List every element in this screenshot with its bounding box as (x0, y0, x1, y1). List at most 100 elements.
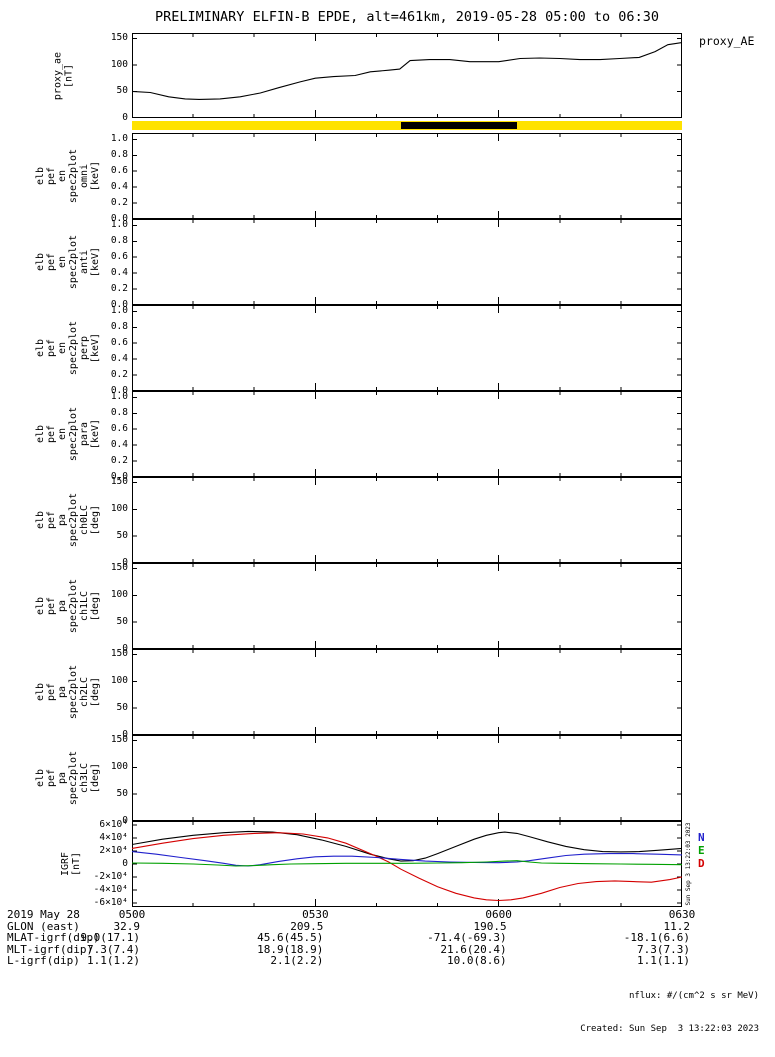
panel-para-ytick-label: 0.8 (110, 407, 128, 419)
proxy-ae-ytick-label: 50 (116, 85, 128, 97)
panel-ch2LC-canvas (132, 649, 682, 735)
panel-anti-ytick-label: 0.2 (110, 283, 128, 295)
bottom-row-value: 18.9(18.9) (257, 942, 324, 956)
panel-perp-ylabel: elb pef en spec2plot (35, 320, 79, 376)
panel-perp-ytick-label: 0.4 (110, 353, 128, 365)
panel-omni-ytick-label: 0.8 (110, 149, 128, 161)
panel-perp-ytick-label: 1.0 (110, 305, 128, 317)
bottom-row-value: 190.5 (473, 919, 507, 933)
panel-para-canvas (132, 391, 682, 477)
panel-ch2LC-ytick-label: 100 (110, 675, 128, 687)
panel-anti-ytick-label: 0.0 (110, 299, 128, 310)
panel-anti-ytick-label: 0.8 (110, 235, 128, 247)
panel-ch1LC-canvas (132, 563, 682, 649)
panel-omni-ytick-label: 0.0 (110, 213, 128, 224)
series-E (132, 860, 682, 867)
time-tick-label: 0600 (485, 908, 512, 921)
series-D (132, 832, 682, 902)
proxy-ae-ylabel: proxy_ae [nT] (52, 51, 74, 100)
panel-anti-ytick-label: 0.6 (110, 251, 128, 263)
created-timestamp: Created: Sun Sep 3 13:22:03 2023 (580, 1024, 759, 1034)
bottom-row-value: 11.2 (663, 919, 691, 933)
panel-ch2LC-ytick-label: 0 (122, 729, 128, 740)
proxy-ae-ytick-label: 0 (122, 112, 128, 123)
igrf-ylabel: IGRF [nT] (60, 851, 82, 877)
panel-ch2LC-ylabel: ch2LC [deg] (79, 676, 101, 708)
legend-D: D (698, 857, 705, 870)
panel-omni-ytick-label: 0.4 (110, 181, 128, 193)
igrf-ytick-label: 6×10⁴ (99, 818, 128, 830)
time-tick-label: 0500 (118, 908, 146, 921)
bottom-row-value: 7.3(7.3) (637, 942, 690, 956)
panel-perp-canvas (132, 305, 682, 391)
bottom-row-value: 10.0(8.6) (447, 954, 507, 968)
bottom-row-value: -71.4(-69.3) (427, 931, 507, 945)
panel-ch0LC-frame (132, 477, 682, 563)
igrf-ytick-label: -6×10⁴ (93, 897, 128, 909)
panel-ch1LC-ylabel: ch1LC [deg] (79, 590, 101, 622)
panel-omni-frame (132, 133, 682, 219)
panel-ch0LC-ytick-label: 50 (116, 530, 128, 542)
panel-ch0LC-ytick-label: 0 (122, 557, 128, 568)
igrf-ytick-label: 2×10⁴ (99, 844, 128, 856)
panel-ch1LC-ytick-label: 150 (110, 562, 128, 574)
panel-ch3LC-ylabel: elb pef pa spec2plot (35, 750, 79, 806)
panel-ch1LC-frame (132, 563, 682, 649)
igrf-ytick-label: 4×10⁴ (99, 831, 128, 843)
panel-ch0LC-ylabel: ch0LC [deg] (79, 504, 101, 536)
panel-perp-ytick-label: 0.8 (110, 321, 128, 333)
panel-perp-ylabel: perp [keV] (79, 332, 101, 364)
igrf-canvas (132, 821, 682, 907)
plot-title: PRELIMINARY ELFIN-B EPDE, alt=461km, 201… (155, 9, 659, 25)
bottom-row-value: 45.6(45.5) (257, 931, 324, 945)
status-bar (132, 121, 682, 130)
time-tick-label: 0630 (668, 908, 696, 921)
bottom-row-value: 21.6(20.4) (440, 942, 507, 956)
panel-para-ytick-label: 0.2 (110, 455, 128, 467)
proxy-ae-frame (132, 33, 682, 118)
panel-anti-ytick-label: 1.0 (110, 219, 128, 231)
panel-omni-ytick-label: 0.2 (110, 197, 128, 209)
bottom-row-label: L-igrf(dip) (7, 954, 80, 968)
bottom-row-value: 7.3(7.4) (87, 942, 140, 956)
panel-ch3LC-ytick-label: 0 (122, 815, 128, 826)
bottom-row-value: -18.1(6.6) (623, 931, 690, 945)
panel-ch3LC-frame (132, 735, 682, 821)
panel-ch2LC-ytick-label: 50 (116, 702, 128, 714)
panel-anti-canvas (132, 219, 682, 305)
panel-omni-canvas (132, 133, 682, 219)
bottom-row-value: 2.1(2.2) (270, 954, 324, 968)
panel-perp-ytick-label: 0.6 (110, 337, 128, 349)
proxy-ae-ytick-label: 150 (110, 32, 128, 44)
series-B (132, 830, 682, 862)
panel-anti-frame (132, 219, 682, 305)
legend-E: E (698, 844, 705, 857)
panel-para-frame (132, 391, 682, 477)
igrf-ytick-label: -4×10⁴ (93, 884, 128, 896)
panel-para-ylabel: para [keV] (79, 418, 101, 450)
bottom-row-label: MLT-igrf(dip) (7, 942, 94, 956)
panel-perp-frame (132, 305, 682, 391)
panel-para-ytick-label: 0.6 (110, 423, 128, 435)
panel-para-ytick-label: 0.0 (110, 471, 128, 482)
panel-ch0LC-ytick-label: 150 (110, 476, 128, 488)
panel-ch2LC-frame (132, 649, 682, 735)
panel-ch3LC-canvas (132, 735, 682, 821)
panel-perp-ytick-label: 0.2 (110, 369, 128, 381)
bottom-row-label: 2019 May 28 (7, 908, 80, 921)
panel-ch0LC-ytick-label: 100 (110, 503, 128, 515)
panel-ch3LC-ytick-label: 50 (116, 788, 128, 800)
panel-anti-ylabel: anti [keV] (79, 246, 101, 278)
panel-ch3LC-ytick-label: 150 (110, 734, 128, 746)
panel-omni-ytick-label: 1.0 (110, 133, 128, 145)
panel-ch0LC-canvas (132, 477, 682, 563)
bottom-row-value: 1.1(1.1) (637, 954, 690, 968)
igrf-ytick-label: -2×10⁴ (93, 871, 128, 883)
panel-ch0LC-ylabel: elb pef pa spec2plot (35, 492, 79, 548)
series-proxy_AE (132, 42, 682, 100)
panel-ch3LC-ylabel: ch3LC [deg] (79, 762, 101, 794)
bottom-row-value: 209.5 (290, 919, 324, 933)
vertical-timestamp: Sun Sep 3 13:22:03 2023 (685, 822, 692, 906)
legend-N: N (698, 831, 705, 844)
panel-para-ylabel: elb pef en spec2plot (35, 406, 79, 462)
